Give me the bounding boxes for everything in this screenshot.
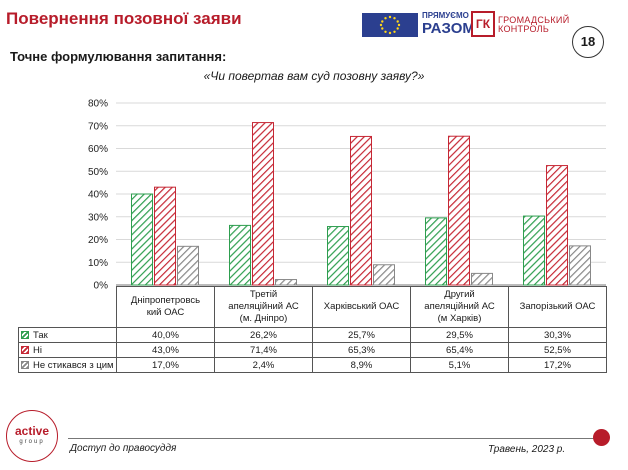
cat-2-line3: (м. Дніпро) [239,312,288,324]
y-tick-label: 20% [88,235,108,246]
bar [425,217,447,286]
table-cell: 65,4% [410,342,509,358]
table-row-no: Ні 43,0% 71,4% 65,3% 65,4% 52,5% [18,342,607,358]
table-cell: 25,7% [312,327,411,343]
cat-1-line2: кий ОАС [146,307,185,318]
yes-key-icon [21,330,29,339]
gk-logo-icon: ГК [471,11,495,37]
footer-topic: Доступ до правосуддя [70,443,177,454]
subtitle: Точне формулювання запитання: [10,49,227,64]
logo-main-text: active [14,424,50,438]
table-header-row: Дніпропетровсь кий ОАС Третій апеляційни… [18,286,607,328]
table-category-5: Запорізький ОАС [508,286,607,328]
active-group-logo: active group [6,410,58,462]
bar [471,272,493,286]
legend-no-label: Ні [33,344,42,356]
y-tick-label: 50% [88,167,108,178]
no-key-icon [21,345,29,354]
legend-yes-label: Так [33,329,48,341]
footer-date: Травень, 2023 р. [488,444,566,455]
table-row-yes: Так 40,0% 26,2% 25,7% 29,5% 30,3% [18,327,607,343]
page-number: 18 [572,26,604,58]
logo-sub-text: group [19,439,45,445]
gk-logo-line2: КОНТРОЛЬ [498,24,550,35]
y-tick-label: 40% [88,190,108,201]
table-row-not-encountered: Не стикався з цим 17,0% 2,4% 8,9% 5,1% 1… [18,357,607,373]
cat-4-line1: Другий [444,289,475,301]
footer-dot-icon [593,429,610,446]
legend-yes: Так [18,327,117,343]
eu-logo-line1: ПРЯМУЄМО [422,11,469,20]
slide-title: Повернення позовної заяви [6,9,242,28]
bar [523,215,545,286]
cat-4-line2: апеляційний АС [424,301,495,313]
bar [131,193,153,286]
table-category-1: Дніпропетровсь кий ОАС [116,286,215,328]
cat-1-line1: Дніпропетровсь [130,295,201,307]
table-cell: 17,2% [508,357,607,373]
y-tick-label: 80% [88,99,108,110]
cat-2-line1: Третій [249,289,278,301]
data-table: Дніпропетровсь кий ОАС Третій апеляційни… [18,286,607,373]
bar [252,122,274,286]
table-cell: 30,3% [508,327,607,343]
bar [275,279,297,286]
na-key-icon [21,360,29,369]
eu-logo-line2: РАЗОМ [422,20,475,37]
bar [546,165,568,286]
table-cell: 52,5% [508,342,607,358]
legend-na-label: Не стикався з цим [33,359,114,371]
cat-2-line2: апеляційний АС [228,301,299,313]
legend-not-encountered: Не стикався з цим [18,357,117,373]
bar [327,226,349,286]
table-category-2: Третій апеляційний АС (м. Дніпро) [214,286,313,328]
y-tick-label: 30% [88,212,108,223]
footer-divider [68,438,600,439]
eu-flag-icon [362,13,418,37]
bar [373,264,395,286]
table-cell: 65,3% [312,342,411,358]
table-cell: 40,0% [116,327,215,343]
survey-question: «Чи повертав вам суд позовну заяву?» [203,69,425,83]
bar [229,224,251,286]
bar [154,186,176,286]
table-cell: 26,2% [214,327,313,343]
table-category-3: Харківський ОАС [312,286,411,328]
y-tick-label: 70% [88,121,108,132]
table-corner [18,286,117,328]
y-tick-label: 10% [88,258,108,269]
table-cell: 5,1% [410,357,509,373]
cat-4-line3: (м Харків) [437,312,482,324]
bar [569,245,591,286]
table-category-4: Другий апеляційний АС (м Харків) [410,286,509,328]
y-tick-label: 0% [94,281,109,291]
cat-3-line1: Харківський ОАС [323,301,400,313]
table-cell: 8,9% [312,357,411,373]
bar [448,135,470,286]
eu-logo-text: ПРЯМУЄМО РАЗОМ [422,11,475,37]
table-cell: 17,0% [116,357,215,373]
table-cell: 2,4% [214,357,313,373]
gk-logo-text: ГРОМАДСЬКИЙ КОНТРОЛЬ [498,15,570,35]
y-tick-label: 60% [88,144,108,155]
legend-no: Ні [18,342,117,358]
table-cell: 29,5% [410,327,509,343]
table-cell: 43,0% [116,342,215,358]
bar [350,135,372,286]
cat-5-line1: Запорізький ОАС [519,301,596,313]
gk-logo-line1: ГРОМАДСЬКИЙ [498,15,570,25]
bar [177,245,199,286]
table-cell: 71,4% [214,342,313,358]
bar-chart: 0% 10% 20% 30% 40% 50% 60% 70% 80% [88,99,606,291]
